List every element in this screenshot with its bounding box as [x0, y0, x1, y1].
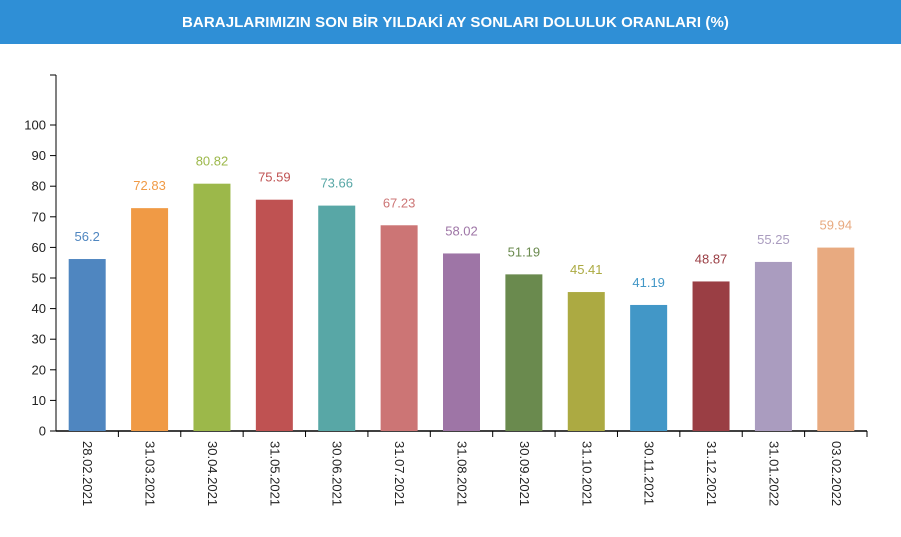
y-tick-label: 40 [32, 301, 46, 316]
bar [68, 259, 106, 431]
data-label: 51.19 [508, 244, 541, 259]
x-tick-label: 31.03.2021 [143, 441, 158, 506]
data-label: 67.23 [383, 195, 416, 210]
data-label: 45.41 [570, 262, 603, 277]
y-tick-label: 30 [32, 332, 46, 347]
value-labels: 56.2 72.83 80.82 75.59 73.66 67.23 58.02 51.19 4… [75, 154, 853, 290]
data-label: 58.02 [445, 223, 478, 238]
x-tick-label: 03.02.2022 [829, 441, 844, 506]
y-tick-label: 100 [24, 118, 46, 133]
bar [380, 225, 418, 431]
x-tick-label: 31.01.2022 [766, 441, 781, 506]
data-label: 41.19 [632, 275, 665, 290]
x-tick-label: 31.05.2021 [267, 441, 282, 506]
x-tick-label: 30.06.2021 [330, 441, 345, 506]
data-label: 72.83 [133, 178, 166, 193]
chart-title: BARAJLARIMIZIN SON BİR YILDAKİ AY SONLAR… [181, 13, 730, 31]
bar [630, 304, 668, 431]
x-tick-label: 30.04.2021 [205, 441, 220, 506]
bar [193, 183, 231, 431]
bar [505, 274, 543, 431]
x-axis [56, 430, 868, 437]
x-tick-label: 30.11.2021 [642, 441, 657, 505]
bar [754, 261, 792, 431]
y-tick-label: 90 [32, 148, 46, 163]
y-tick-label: 60 [32, 240, 46, 255]
bar [131, 208, 169, 431]
bar-chart: 0 10 20 30 40 50 60 70 80 90 100 56.2 72.83 80.82 75.… [24, 74, 868, 506]
data-label: 80.82 [196, 154, 229, 169]
y-tick-label: 80 [32, 179, 46, 194]
bar [255, 199, 293, 431]
y-tick-label: 0 [39, 424, 46, 439]
x-tick-label: 31.12.2021 [704, 441, 719, 506]
category-labels: 28.02.2021 31.03.2021 30.04.2021 31.05.2021… [80, 441, 844, 506]
y-axis: 0 10 20 30 40 50 60 70 80 90 100 [24, 74, 57, 439]
data-label: 48.87 [695, 251, 728, 266]
data-label: 73.66 [320, 176, 353, 191]
x-tick-label: 28.02.2021 [80, 441, 95, 506]
x-tick-label: 30.09.2021 [517, 441, 532, 506]
data-label: 55.25 [757, 232, 790, 247]
x-tick-label: 31.07.2021 [392, 441, 407, 506]
x-tick-label: 31.10.2021 [579, 441, 594, 506]
y-tick-label: 50 [32, 271, 46, 286]
bar [817, 247, 855, 431]
data-label: 59.94 [820, 218, 853, 233]
chart-title-banner: BARAJLARIMIZIN SON BİR YILDAKİ AY SONLAR… [0, 0, 901, 44]
bars [68, 183, 855, 431]
y-tick-label: 10 [32, 393, 46, 408]
data-label: 56.2 [75, 229, 100, 244]
bar [318, 205, 356, 431]
x-tick-label: 31.08.2021 [455, 441, 470, 506]
bar [567, 292, 605, 431]
bar [692, 281, 730, 431]
y-tick-label: 20 [32, 362, 46, 377]
y-tick-label: 70 [32, 209, 46, 224]
bar [443, 253, 480, 431]
data-label: 75.59 [258, 170, 291, 185]
